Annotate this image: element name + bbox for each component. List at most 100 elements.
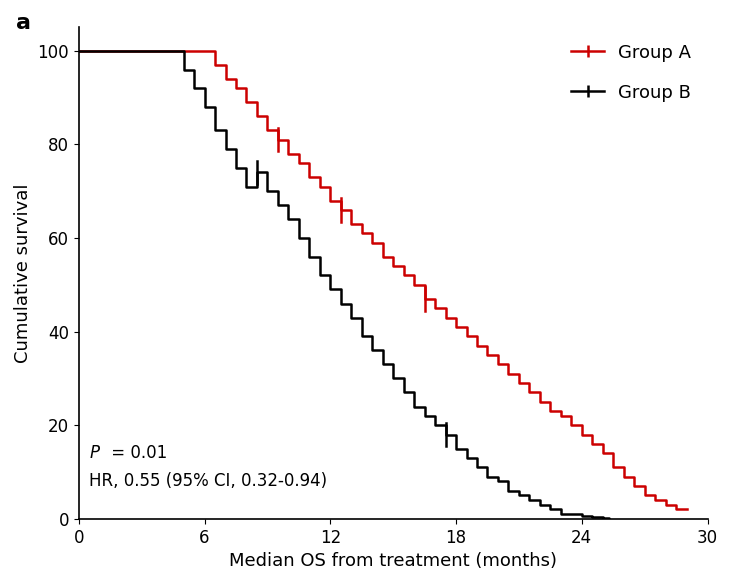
Group B — [221, 145, 230, 152]
Group A — [347, 220, 356, 227]
Group B — [337, 300, 346, 307]
Group B — [473, 464, 482, 471]
Group A — [556, 412, 565, 419]
Group B — [263, 187, 272, 194]
Group A — [200, 47, 209, 54]
Group B — [357, 333, 366, 340]
Group A — [567, 422, 575, 429]
Group B — [75, 47, 83, 54]
Group A — [536, 398, 545, 405]
Group B — [190, 85, 198, 92]
Group B — [567, 510, 575, 517]
Group A — [473, 342, 482, 349]
Group A — [452, 324, 460, 331]
Group B — [284, 215, 293, 223]
Line: Group B: Group B — [79, 51, 609, 519]
Text: a: a — [16, 13, 31, 33]
Group B — [168, 47, 177, 54]
Group B — [441, 431, 450, 438]
Group A — [263, 127, 272, 134]
Group A — [211, 61, 220, 68]
Group B — [253, 169, 261, 176]
Group B — [605, 515, 613, 522]
Group B — [598, 515, 607, 522]
Group B — [305, 253, 314, 260]
Text: = 0.01: = 0.01 — [106, 444, 167, 462]
Group B — [231, 164, 240, 171]
Group B — [483, 473, 492, 480]
Group A — [483, 352, 492, 359]
Group A — [630, 482, 638, 489]
Group A — [525, 389, 534, 396]
Group B — [179, 66, 188, 73]
Group A — [315, 183, 324, 190]
Group A — [598, 450, 607, 457]
Group A — [504, 370, 513, 377]
Group B — [588, 514, 597, 521]
Group B — [578, 513, 586, 520]
Group A — [242, 99, 251, 106]
Group A — [441, 314, 450, 321]
Legend: Group A, Group B: Group A, Group B — [564, 36, 698, 109]
Group A — [578, 431, 586, 438]
Group A — [493, 361, 502, 368]
Group A — [274, 136, 283, 143]
Group B — [430, 422, 439, 429]
Group A — [326, 197, 335, 204]
Group A — [389, 263, 397, 270]
Text: P: P — [89, 444, 100, 462]
Group A — [221, 75, 230, 82]
Group A — [357, 230, 366, 237]
Group A — [588, 440, 597, 447]
Group A — [410, 281, 419, 288]
Group A — [378, 253, 387, 260]
Group B — [315, 272, 324, 279]
Group B — [347, 314, 356, 321]
Group B — [200, 103, 209, 110]
Group A — [367, 239, 376, 246]
Group A — [672, 506, 681, 513]
Group A — [651, 496, 660, 503]
Group A — [661, 501, 670, 508]
Group A — [609, 464, 618, 471]
Group B — [536, 501, 545, 508]
Group B — [462, 454, 471, 461]
Group A — [75, 47, 83, 54]
Group B — [493, 478, 502, 485]
Group A — [420, 296, 429, 303]
Group A — [284, 150, 293, 157]
Group B — [378, 361, 387, 368]
Group A — [294, 159, 303, 166]
Group B — [515, 492, 523, 499]
Group A — [430, 305, 439, 312]
Group B — [326, 286, 335, 293]
Group A — [337, 206, 346, 213]
Group B — [211, 127, 220, 134]
Group B — [242, 183, 251, 190]
Group B — [452, 445, 460, 452]
Group A — [515, 380, 523, 387]
Group A — [546, 408, 555, 415]
Group A — [640, 492, 649, 499]
Line: Group A: Group A — [79, 51, 687, 509]
Group B — [504, 487, 513, 494]
X-axis label: Median OS from treatment (months): Median OS from treatment (months) — [229, 552, 557, 570]
Group A — [231, 85, 240, 92]
Group B — [410, 403, 419, 410]
Group A — [619, 473, 628, 480]
Group A — [462, 333, 471, 340]
Group B — [389, 375, 397, 382]
Group A — [399, 272, 408, 279]
Group B — [294, 235, 303, 242]
Text: HR, 0.55 (95% CI, 0.32-0.94): HR, 0.55 (95% CI, 0.32-0.94) — [89, 472, 327, 490]
Group A — [682, 506, 691, 513]
Group B — [274, 201, 283, 208]
Group A — [305, 173, 314, 180]
Group B — [399, 389, 408, 396]
Group A — [253, 113, 261, 120]
Group B — [546, 506, 555, 513]
Group B — [525, 496, 534, 503]
Group B — [556, 510, 565, 517]
Group B — [367, 347, 376, 354]
Group B — [420, 412, 429, 419]
